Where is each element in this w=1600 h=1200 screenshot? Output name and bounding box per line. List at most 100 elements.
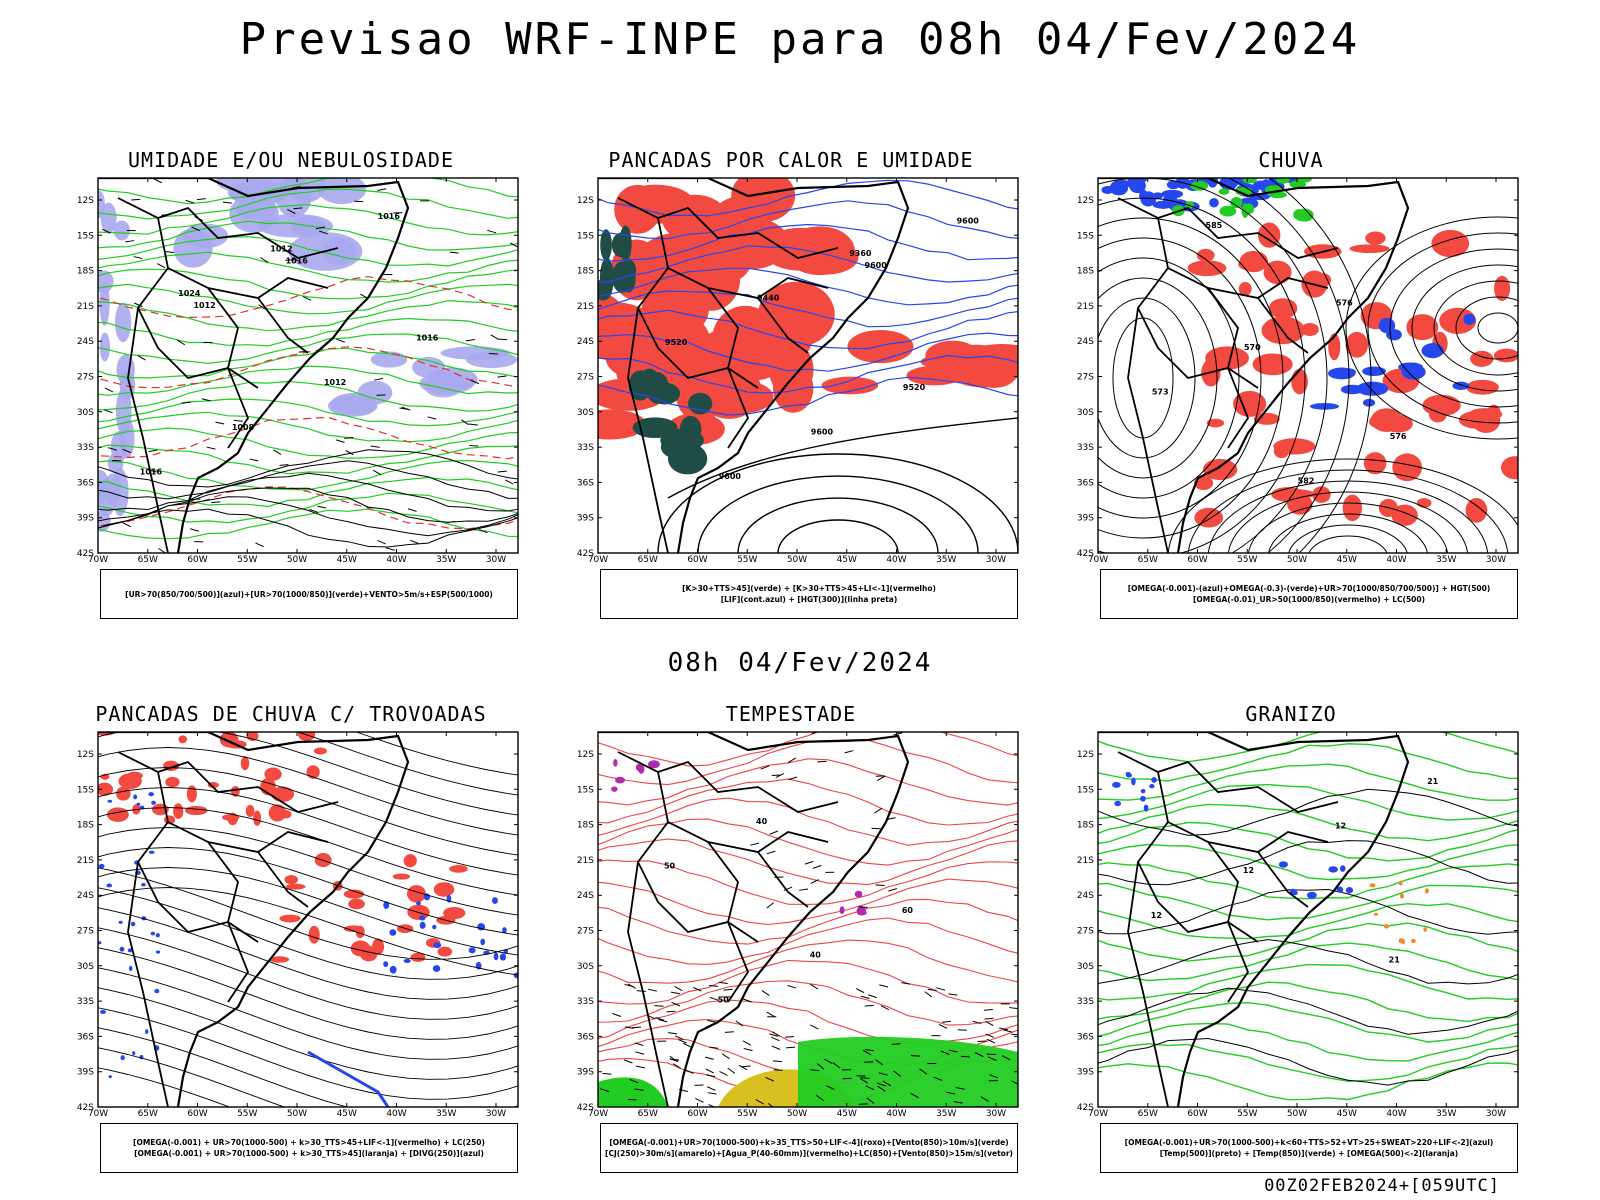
contour-line (598, 818, 1018, 866)
shaded-area (1362, 398, 1376, 407)
wind-vector (804, 860, 814, 865)
contour-line (598, 778, 1018, 826)
contour-label: 1016 (416, 334, 439, 343)
border-line (227, 921, 250, 1003)
shaded-area (1494, 275, 1511, 302)
wind-vector (769, 830, 779, 835)
wind-vector (449, 251, 459, 254)
wind-vector (760, 765, 770, 770)
border-line (1117, 751, 1339, 813)
wind-vector (743, 1048, 753, 1052)
wind-vector (319, 230, 328, 235)
lon-label: 40W (386, 1109, 406, 1119)
wind-vector (293, 207, 303, 210)
wind-vector (787, 984, 797, 989)
wind-vector (858, 906, 868, 908)
wind-vector (706, 1074, 716, 1078)
panel-title: CHUVA (1258, 148, 1324, 172)
shaded-area (100, 1009, 106, 1015)
shaded-area (1289, 180, 1307, 189)
shaded-area (116, 354, 135, 385)
shaded-area (120, 1055, 125, 1061)
lat-label: 24S (1077, 891, 1094, 901)
lat-label: 36S (77, 478, 94, 488)
wind-vector (612, 1013, 622, 1017)
contour-line (1227, 491, 1469, 553)
contour-label: 1016 (140, 467, 163, 476)
border-line (136, 267, 259, 389)
shaded-area (1253, 412, 1280, 425)
contour-line (98, 411, 518, 443)
wind-vector (345, 450, 354, 456)
contour-line (1098, 803, 1518, 842)
wind-vector (376, 394, 386, 396)
wind-vector (957, 1029, 967, 1031)
contour-line (1227, 178, 1350, 553)
wind-vector (122, 522, 131, 528)
border-line (636, 267, 759, 389)
lon-label: 70W (88, 1109, 108, 1119)
shaded-area (141, 882, 146, 887)
shaded-area (619, 225, 632, 262)
wind-vector (810, 983, 819, 990)
contour-line (98, 317, 518, 347)
wind-vector (468, 423, 478, 426)
shaded-area (106, 807, 129, 822)
wind-vector (948, 993, 958, 996)
wind-vector (707, 1086, 716, 1091)
shaded-area (416, 901, 421, 906)
contour-line (1098, 987, 1518, 1035)
wind-vector (185, 199, 195, 204)
shaded-area (285, 178, 327, 203)
contour-line (598, 859, 1018, 905)
map-layers: 1012 1016 1016 1016 1008 1012 1016 1024 1012 (98, 178, 518, 553)
lon-label: 45W (337, 1109, 357, 1119)
wind-vector (855, 988, 865, 994)
wind-vector (623, 1059, 633, 1064)
shaded-area (1500, 456, 1518, 480)
shaded-area (1140, 795, 1146, 802)
wind-vector (133, 302, 143, 307)
contour-line (1411, 264, 1518, 392)
wind-vector (647, 988, 657, 992)
shaded-area (1421, 343, 1444, 359)
streamline (98, 1047, 286, 1107)
shaded-area (1184, 201, 1195, 209)
wind-vector (191, 498, 201, 501)
wind-vector (742, 1040, 752, 1046)
contour-line (98, 508, 518, 548)
contour-line (1207, 480, 1489, 553)
contour-label: 9360 (849, 249, 872, 258)
wind-vector (201, 398, 211, 402)
wind-vector (727, 1067, 736, 1074)
shaded-area (1140, 191, 1157, 207)
lon-label: 70W (88, 555, 108, 565)
shaded-area (1493, 348, 1518, 363)
contour-line (1098, 743, 1518, 782)
wind-vector (122, 448, 132, 454)
contour-line (1098, 981, 1518, 1023)
shaded-area (419, 915, 426, 921)
shaded-area (1370, 408, 1403, 433)
contour-line (777, 519, 899, 553)
shaded-area (635, 763, 642, 772)
wind-vector (335, 439, 345, 443)
shaded-area (132, 1051, 136, 1056)
shaded-area (1422, 394, 1461, 417)
contour-label: 12 (1335, 822, 1346, 831)
shaded-area (1328, 866, 1338, 873)
contour-line (1098, 902, 1518, 940)
lon-label: 50W (287, 1109, 307, 1119)
shaded-area (269, 956, 290, 963)
contour-label: 1008 (232, 423, 255, 432)
wind-vector (670, 991, 681, 995)
wind-vector (816, 1094, 825, 1102)
contour-line (1098, 840, 1518, 886)
lat-label: 18S (77, 267, 94, 277)
contour-line (598, 959, 1018, 1005)
shaded-area (98, 941, 102, 945)
panel-title: PANCADAS DE CHUVA C/ TROVOADAS (95, 702, 487, 726)
contour-label: 21 (1427, 777, 1439, 786)
shaded-area (108, 1075, 112, 1079)
shaded-area (1241, 203, 1249, 218)
